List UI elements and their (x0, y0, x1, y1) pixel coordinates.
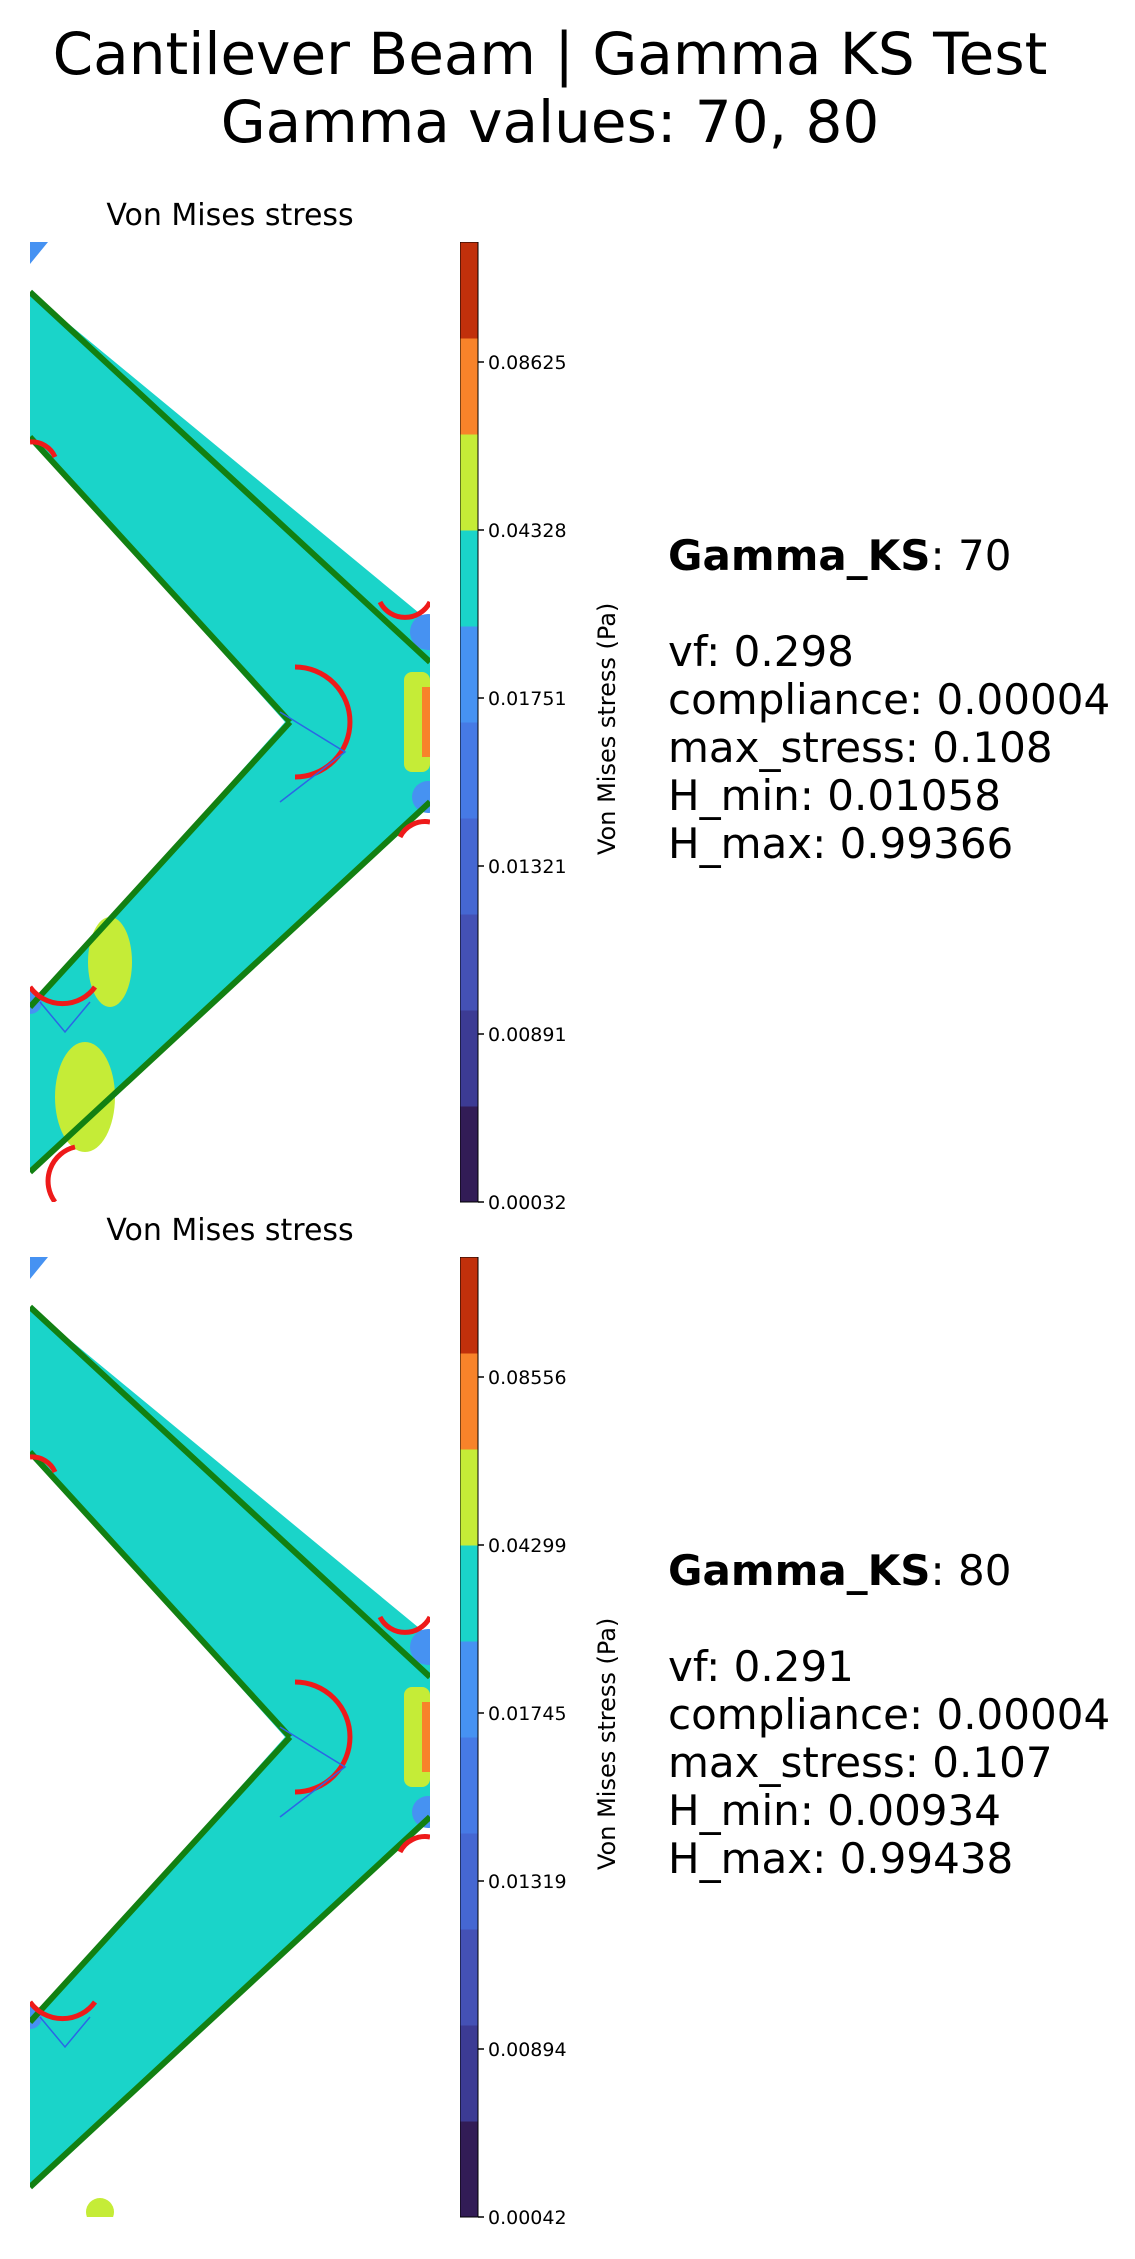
field-group (30, 1257, 430, 2217)
colorbar-band (460, 914, 478, 1011)
colorbar-band (460, 1257, 478, 1354)
outline-contour (279, 711, 347, 803)
colorbar-tick-label: 0.01319 (488, 1871, 567, 1893)
boundary-line (30, 434, 293, 725)
gamma-value: 70 (958, 531, 1012, 580)
colorbar-band (460, 242, 478, 339)
colorbar-band (460, 722, 478, 819)
colorbar-band (460, 530, 478, 627)
low-stress-spot (410, 1629, 430, 1665)
max-stress-line: max_stress: 0.108 (668, 723, 1053, 772)
h-max-line: H_max: 0.99438 (668, 1834, 1014, 1883)
info-block: Gamma_KS: 80 vf: 0.291 compliance: 0.000… (668, 1546, 1111, 1883)
colorbar-band (460, 818, 478, 915)
figure-subtitle: Gamma values: 70, 80 (220, 88, 880, 156)
boundary-line (30, 1734, 293, 2025)
outline-contour (39, 1001, 91, 1034)
colorbar-tick-label: 0.00891 (488, 1024, 567, 1046)
max-stress-line: max_stress: 0.107 (668, 1738, 1053, 1787)
colorbar-band (460, 1737, 478, 1834)
hole-arc (377, 600, 430, 620)
colorbar-tick-label: 0.00894 (488, 2039, 567, 2061)
high-stress-region (86, 2198, 114, 2217)
colorbar-band (460, 434, 478, 531)
gamma-label: Gamma_KS (668, 531, 931, 580)
boundary-line (30, 1449, 293, 1740)
panel-gamma-80: Von Mises stress 0.00042 0.00894 0.01319 0.… (0, 1015, 1135, 2229)
colorbar-tick-label: 0.01751 (488, 688, 567, 710)
colorbar-tick-label: 0.04299 (488, 1535, 567, 1557)
outline-contour (279, 1726, 347, 1818)
field-group (30, 242, 430, 1202)
colorbar-band (460, 626, 478, 723)
colorbar-band (460, 1641, 478, 1738)
colorbar-band (460, 1929, 478, 2026)
colorbar-frame (460, 1257, 479, 2218)
boundary-line (30, 1814, 430, 2190)
hole-arc (30, 1454, 58, 1474)
h-min-line: H_min: 0.01058 (668, 771, 1001, 820)
colorbar-label: Von Mises stress (Pa) (593, 1617, 621, 1870)
boundary-line (30, 799, 430, 1175)
corner-region (30, 242, 48, 264)
colorbar-band (460, 338, 478, 435)
figure-title: Cantilever Beam | Gamma KS Test (52, 20, 1048, 88)
hole-arc (45, 1144, 76, 1202)
boundary-line (30, 289, 430, 665)
boundary-line (30, 1304, 430, 1680)
colorbar-band (460, 1010, 478, 1107)
gamma-value: 80 (958, 1546, 1012, 1595)
colorbar-label: Von Mises stress (Pa) (593, 602, 621, 855)
colorbar: 0.00042 0.00894 0.01319 0.01745 0.04299 0.085… (460, 1257, 567, 2229)
colorbar-frame (460, 242, 479, 1203)
compliance-line: compliance: 0.00004 (668, 1690, 1111, 1739)
compliance-line: compliance: 0.00004 (668, 675, 1111, 724)
colorbar-band (460, 2025, 478, 2122)
vf-line: vf: 0.298 (668, 627, 854, 676)
vf-line: vf: 0.291 (668, 1642, 854, 1691)
plot-title: Von Mises stress (106, 1213, 354, 1248)
colorbar-tick-label: 0.00032 (488, 1192, 567, 1214)
outline-contour (39, 2016, 91, 2049)
high-stress-region (55, 1042, 115, 1152)
low-stress-spot (410, 614, 430, 650)
high-stress-region (88, 917, 132, 1007)
boundary-line (30, 719, 293, 1010)
gamma-label: Gamma_KS (668, 1546, 931, 1595)
member-body (30, 1307, 430, 2187)
colorbar-tick-label: 0.01745 (488, 1703, 567, 1725)
hole-arc (397, 1834, 430, 1854)
plot-title: Von Mises stress (106, 198, 354, 233)
colorbar-band (460, 1449, 478, 1546)
stress-field-plot (30, 242, 430, 1202)
colorbar-band (460, 1106, 478, 1203)
colorbar-band (460, 1833, 478, 1930)
colorbar-band (460, 2121, 478, 2218)
colorbar-tick-label: 0.00042 (488, 2207, 567, 2229)
peak-stress-region (422, 1702, 430, 1772)
hole-arc (30, 985, 98, 1007)
h-min-line: H_min: 0.00934 (668, 1786, 1001, 1835)
colorbar-tick-label: 0.04328 (488, 520, 567, 542)
colorbar-tick-label: 0.08556 (488, 1367, 567, 1389)
h-max-line: H_max: 0.99366 (668, 819, 1014, 868)
panel-gamma-70: Von Mises stress 0.00032 0.00891 0.01321 0.… (0, 0, 1135, 1214)
info-block: Gamma_KS: 70 vf: 0.298 compliance: 0.000… (668, 531, 1111, 868)
hole-arc (377, 1615, 430, 1635)
hole-arc (397, 819, 430, 839)
colorbar: 0.00032 0.00891 0.01321 0.01751 0.04328 0.086… (460, 242, 567, 1214)
hole-arc (30, 2000, 98, 2022)
hole-arc (30, 439, 58, 459)
stress-field-plot (30, 1257, 430, 2217)
colorbar-tick-label: 0.01321 (488, 856, 567, 878)
peak-stress-region (422, 687, 430, 757)
colorbar-band (460, 1545, 478, 1642)
corner-region (30, 1257, 48, 1279)
colorbar-tick-label: 0.08625 (488, 352, 567, 374)
colorbar-band (460, 1353, 478, 1450)
